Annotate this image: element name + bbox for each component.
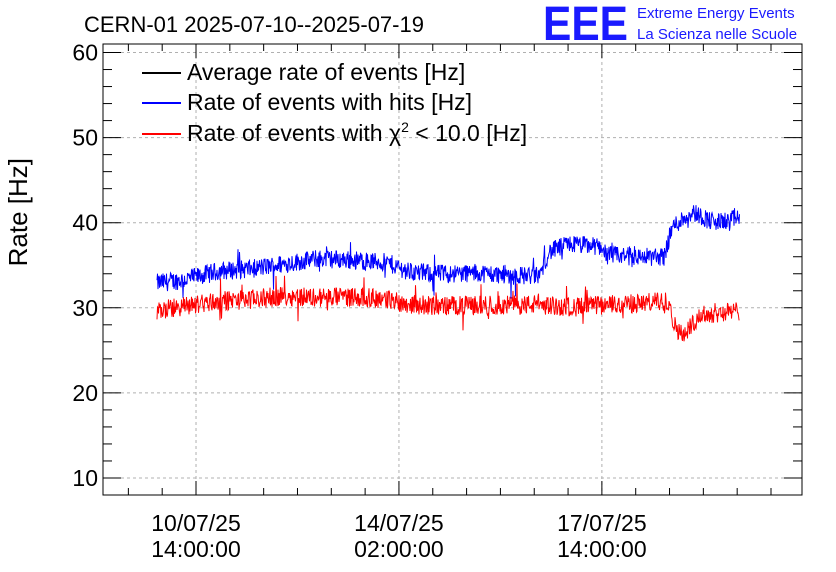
x-tick-label-date: 10/07/25 [151, 510, 241, 536]
y-tick-label: 40 [72, 210, 98, 236]
legend-label-hits: Rate of events with hits [Hz] [187, 89, 472, 115]
y-tick-label: 60 [72, 40, 98, 66]
x-tick-label-time: 14:00:00 [151, 536, 241, 562]
y-tick-label: 20 [72, 380, 98, 406]
x-tick-label-time: 02:00:00 [354, 536, 444, 562]
legend-label-average: Average rate of events [Hz] [187, 59, 465, 85]
legend-chi2-suffix: < 10.0 [Hz] [409, 120, 527, 146]
eee-logo-mark: EEE [543, 0, 628, 51]
y-tick-label: 10 [72, 465, 98, 491]
x-tick-label-date: 14/07/25 [354, 510, 444, 536]
y-axis-label: Rate [Hz] [3, 158, 33, 266]
x-tick-labels: 10/07/2514:00:0014/07/2502:00:0017/07/25… [151, 510, 646, 562]
series-line-1 [156, 205, 740, 299]
y-tick-labels: 10 20 30 40 50 60 [72, 40, 98, 491]
legend-chi2-sup: 2 [401, 119, 409, 135]
legend-chi2-prefix: Rate of events with [187, 120, 389, 146]
plot-frame [102, 43, 803, 496]
eee-logo-line2: La Scienza nelle Scuole [637, 26, 797, 43]
chart-title: CERN-01 2025-07-10--2025-07-19 [84, 12, 424, 37]
legend: Average rate of events [Hz] Rate of even… [142, 59, 527, 146]
legend-label-chi2: Rate of events with χ2 < 10.0 [Hz] [187, 119, 527, 146]
x-tick-label-date: 17/07/25 [557, 510, 647, 536]
y-tick-label: 30 [72, 295, 98, 321]
legend-chi2-symbol: χ [389, 120, 401, 146]
series-line-2 [156, 275, 740, 342]
series-layer [156, 205, 740, 342]
y-tick-label: 50 [72, 125, 98, 151]
eee-logo-line1: Extreme Energy Events [637, 5, 795, 22]
axes [102, 43, 803, 496]
x-tick-label-time: 14:00:00 [557, 536, 647, 562]
eee-logo: EEE Extreme Energy Events La Scienza nel… [543, 0, 797, 51]
